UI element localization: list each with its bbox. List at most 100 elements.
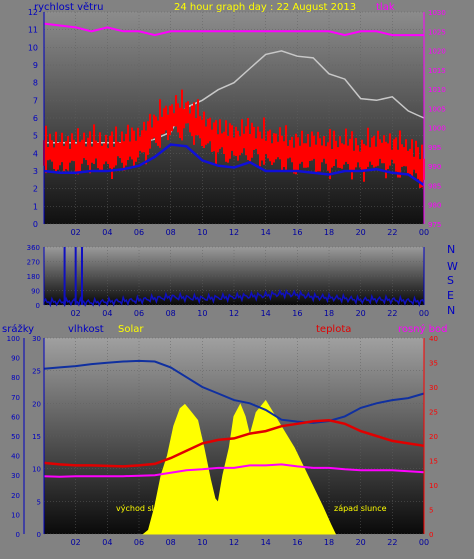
direction-x-tick-label: 18 <box>324 309 334 318</box>
wind-y-tick-label: 11 <box>28 26 38 35</box>
pressure-y-tick-label: 1025 <box>428 28 446 36</box>
pressure-y-tick-label: 980 <box>428 202 441 210</box>
wind-y-tick-label: 5 <box>33 132 38 141</box>
wind-y-tick-label: 12 <box>28 8 38 17</box>
direction-x-tick-label: 22 <box>387 309 397 318</box>
temperature-label: teplota <box>316 324 351 335</box>
pressure-y-tick-label: 975 <box>428 221 441 229</box>
wind-x-tick-label: 16 <box>292 228 302 237</box>
temp-x-tick-label: 00 <box>419 538 429 547</box>
temp-x-tick-label: 16 <box>292 538 302 547</box>
compass-label-e: E <box>447 289 454 302</box>
wind-y-tick-label: 2 <box>33 185 38 194</box>
temperature-y-tick-label: 5 <box>429 507 433 515</box>
direction-x-tick-label: 14 <box>261 309 271 318</box>
temperature-y-tick-label: 15 <box>429 458 438 466</box>
temperature-y-tick-label: 20 <box>429 433 438 441</box>
direction-x-tick-label: 04 <box>102 309 112 318</box>
direction-x-tick-label: 20 <box>356 309 366 318</box>
humidity-y-tick-label: 20 <box>32 400 41 408</box>
dewpoint-line <box>43 463 425 478</box>
rain-y-tick-label: 100 <box>7 335 20 343</box>
temp-x-tick-label: 04 <box>102 538 112 547</box>
pressure-y-tick-label: 990 <box>428 163 441 171</box>
direction-y-tick-label: 0 <box>36 302 40 310</box>
direction-x-tick-label: 06 <box>134 309 144 318</box>
wind-x-tick-label: 04 <box>102 228 112 237</box>
pressure-y-tick-label: 1005 <box>428 105 446 113</box>
pressure-y-tick-label: 1000 <box>428 125 446 133</box>
rain-y-tick-label: 30 <box>11 472 20 480</box>
rain-y-tick-label: 90 <box>11 355 20 363</box>
wind-y-tick-label: 8 <box>33 79 38 88</box>
sunset-label: západ slunce <box>334 504 387 513</box>
temperature-line <box>43 419 425 468</box>
wind-x-tick-label: 14 <box>261 228 271 237</box>
pressure-y-tick-label: 1020 <box>428 48 446 56</box>
rain-label: srážky <box>2 323 34 335</box>
temp-x-tick-label: 08 <box>166 538 176 547</box>
temperature-y-tick-label: 30 <box>429 384 438 392</box>
wind-y-tick-label: 9 <box>33 61 38 70</box>
rain-y-tick-label: 40 <box>11 453 20 461</box>
pressure-y-tick-label: 1010 <box>428 86 446 94</box>
compass-label-s: S <box>447 274 454 287</box>
rain-y-tick-label: 80 <box>11 374 20 382</box>
pressure-label: tlak <box>376 2 395 13</box>
chart-title: 24 hour graph day : 22 August 2013 <box>174 2 356 13</box>
wind-y-tick-label: 6 <box>33 114 38 123</box>
compass-label-w: W <box>447 260 458 273</box>
wind-y-tick-label: 0 <box>33 220 38 229</box>
wind-x-tick-label: 22 <box>387 228 397 237</box>
temp-x-tick-label: 14 <box>261 538 271 547</box>
pressure-y-tick-label: 1030 <box>428 9 446 17</box>
pressure-y-tick-label: 1015 <box>428 67 446 75</box>
temperature-y-tick-label: 0 <box>429 531 433 539</box>
wind-y-tick-label: 10 <box>28 43 38 52</box>
wind-y-tick-label: 3 <box>33 167 38 176</box>
wind-speed-label: rychlost větru <box>34 1 104 13</box>
humidity-y-tick-label: 15 <box>32 433 41 441</box>
direction-y-tick-label: 180 <box>27 273 40 281</box>
wind-speed-line <box>43 113 425 169</box>
direction-x-tick-label: 00 <box>419 309 429 318</box>
humidity-label: vlhkost <box>68 324 104 335</box>
humidity-y-tick-label: 10 <box>32 466 41 474</box>
temperature-y-tick-label: 40 <box>429 335 438 343</box>
sunrise-label: východ slunce <box>116 504 173 513</box>
wind-y-tick-label: 7 <box>33 96 38 105</box>
rain-y-tick-label: 10 <box>11 511 20 519</box>
temp-x-tick-label: 02 <box>71 538 81 547</box>
rain-y-tick-label: 50 <box>11 433 20 441</box>
wind-x-tick-label: 02 <box>71 228 81 237</box>
temp-x-tick-label: 12 <box>229 538 239 547</box>
pressure-y-tick-label: 995 <box>428 144 441 152</box>
temp-x-tick-label: 20 <box>356 538 366 547</box>
direction-x-tick-label: 16 <box>292 309 302 318</box>
humidity-y-tick-label: 25 <box>32 368 41 376</box>
direction-y-tick-label: 270 <box>27 259 40 267</box>
rain-y-tick-label: 60 <box>11 413 20 421</box>
direction-x-tick-label: 10 <box>197 309 207 318</box>
temp-x-tick-label: 18 <box>324 538 334 547</box>
direction-x-tick-label: 12 <box>229 309 239 318</box>
direction-y-tick-label: 360 <box>27 244 40 252</box>
rain-y-tick-label: 0 <box>16 531 20 539</box>
temp-x-tick-label: 10 <box>197 538 207 547</box>
wind-direction-line <box>43 288 425 308</box>
direction-x-tick-label: 08 <box>166 309 176 318</box>
temp-x-tick-label: 06 <box>134 538 144 547</box>
wind-y-tick-label: 1 <box>33 202 38 211</box>
wind-y-tick-label: 4 <box>33 149 38 158</box>
gust-line <box>44 50 425 144</box>
rain-y-tick-label: 20 <box>11 492 20 500</box>
humidity-line <box>43 359 425 424</box>
compass-label-n-top: N <box>447 243 455 256</box>
direction-x-tick-label: 02 <box>71 309 81 318</box>
rain-y-tick-label: 70 <box>11 394 20 402</box>
humidity-y-tick-label: 0 <box>37 531 41 539</box>
wind-x-tick-label: 18 <box>324 228 334 237</box>
temp-x-tick-label: 22 <box>387 538 397 547</box>
wind-x-tick-label: 00 <box>419 228 429 237</box>
